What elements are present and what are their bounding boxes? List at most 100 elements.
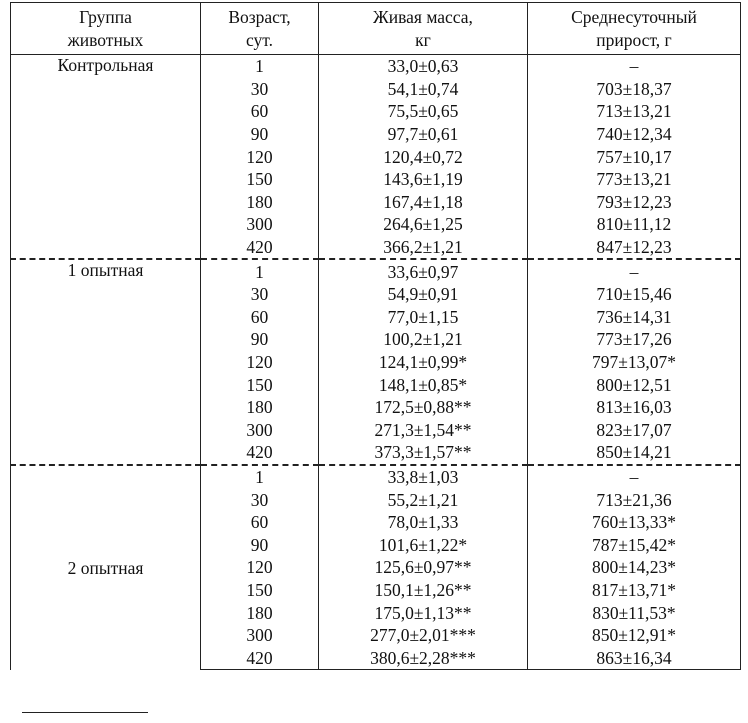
table-row: 30 54,1±0,74 703±18,37	[11, 77, 741, 101]
footnote-separator	[22, 712, 148, 713]
age-cell: 300	[200, 213, 319, 236]
table-row: 180 172,5±0,88** 813±16,03	[11, 395, 741, 419]
live-weight-cell: 78,0±1,33	[318, 510, 528, 534]
header-group-line2: животных	[67, 29, 144, 50]
group-name-cell: Контрольная	[10, 54, 201, 260]
table-header: Группа животных Возраст, сут. Живая масс…	[10, 2, 741, 55]
daily-gain-cell: 813±16,03	[527, 395, 741, 419]
live-weight-cell: 380,6±2,28***	[318, 646, 528, 671]
age-cell: 1	[200, 463, 319, 489]
age-cell: 420	[200, 646, 319, 671]
weight-gain-table: Группа животных Возраст, сут. Живая масс…	[10, 2, 741, 671]
header-live-weight-line1: Живая масса,	[373, 6, 473, 27]
age-cell: 150	[200, 167, 319, 191]
daily-gain-cell: 757±10,17	[527, 145, 741, 168]
live-weight-cell: 120,4±0,72	[318, 145, 528, 168]
header-age-line1: Возраст,	[228, 6, 291, 27]
daily-gain-cell: 773±17,26	[527, 328, 741, 351]
table-row: 180 175,0±1,13** 830±11,53*	[11, 601, 741, 624]
daily-gain-cell: 850±12,91*	[527, 623, 741, 647]
daily-gain-cell: 847±12,23	[527, 235, 741, 260]
live-weight-cell: 77,0±1,15	[318, 305, 528, 329]
daily-gain-cell: 850±14,21	[527, 441, 741, 465]
header-group-line1: Группа	[79, 6, 132, 27]
table-body: Контрольная 1 33,0±0,63–30 54,1±0,74 703±18,…	[10, 53, 741, 671]
header-group: Группа животных	[10, 2, 201, 55]
live-weight-cell: 55,2±1,21	[318, 488, 528, 511]
age-cell: 120	[200, 145, 319, 168]
age-cell: 60	[200, 100, 319, 123]
age-cell: 90	[200, 328, 319, 351]
table-row: 1 опытная 1 33,6±0,97–	[10, 258, 741, 465]
table-row: 30 54,9±0,91 710±15,46	[11, 282, 741, 306]
live-weight-cell: 101,6±1,22*	[318, 533, 528, 557]
daily-gain-cell: –	[527, 258, 741, 283]
live-weight-cell: 97,7±0,61	[318, 122, 528, 146]
daily-gain-cell: 793±12,23	[527, 190, 741, 214]
header-live-weight: Живая масса, кг	[318, 2, 528, 55]
live-weight-cell: 75,5±0,65	[318, 100, 528, 123]
age-cell: 90	[200, 533, 319, 557]
table-row: Контрольная 1 33,0±0,63–	[10, 53, 741, 260]
group-name-cell: 1 опытная	[10, 258, 201, 465]
live-weight-cell: 172,5±0,88**	[318, 395, 528, 419]
header-row: Группа животных Возраст, сут. Живая масс…	[10, 2, 741, 55]
live-weight-cell: 54,9±0,91	[318, 282, 528, 306]
table-row: 90 97,7±0,61 740±12,34	[11, 122, 741, 146]
table-row: 300 277,0±2,01*** 850±12,91*	[11, 623, 741, 647]
table-row: 120 125,6±0,97** 800±14,23*	[11, 556, 741, 579]
table-row: 2 опытная 1 33,8±1,03–	[10, 463, 741, 670]
live-weight-cell: 373,3±1,57**	[318, 441, 528, 465]
age-cell: 150	[200, 578, 319, 602]
table-row: 60 75,5±0,65 713±13,21	[11, 100, 741, 123]
age-cell: 90	[200, 122, 319, 146]
table-row: 120 124,1±0,99* 797±13,07*	[11, 350, 741, 374]
header-live-weight-line2: кг	[415, 29, 431, 50]
live-weight-cell: 33,0±0,63	[318, 53, 528, 78]
header-age: Возраст, сут.	[200, 2, 319, 55]
live-weight-cell: 100,2±1,21	[318, 328, 528, 351]
daily-gain-cell: –	[527, 463, 741, 489]
table-row: 420 380,6±2,28*** 863±16,34	[11, 646, 741, 671]
live-weight-cell: 124,1±0,99*	[318, 350, 528, 374]
daily-gain-cell: 787±15,42*	[527, 533, 741, 557]
header-daily-gain-line2: прирост, г	[596, 29, 672, 50]
daily-gain-cell: 800±14,23*	[527, 556, 741, 579]
daily-gain-cell: 736±14,31	[527, 305, 741, 329]
live-weight-cell: 148,1±0,85*	[318, 373, 528, 396]
header-daily-gain-line1: Среднесуточный	[571, 6, 697, 27]
daily-gain-cell: 760±13,33*	[527, 510, 741, 534]
group-name-cell: 2 опытная	[10, 463, 201, 670]
daily-gain-cell: 773±13,21	[527, 167, 741, 191]
header-daily-gain: Среднесуточный прирост, г	[527, 2, 741, 55]
live-weight-cell: 125,6±0,97**	[318, 556, 528, 579]
live-weight-cell: 143,6±1,19	[318, 167, 528, 191]
table-row: 90 100,2±1,21 773±17,26	[11, 328, 741, 351]
live-weight-cell: 33,8±1,03	[318, 463, 528, 489]
daily-gain-cell: –	[527, 53, 741, 78]
daily-gain-cell: 810±11,12	[527, 213, 741, 236]
table-row: 300 271,3±1,54** 823±17,07	[11, 418, 741, 442]
daily-gain-cell: 703±18,37	[527, 77, 741, 101]
daily-gain-cell: 863±16,34	[527, 646, 741, 671]
daily-gain-cell: 797±13,07*	[527, 350, 741, 374]
live-weight-cell: 54,1±0,74	[318, 77, 528, 101]
age-cell: 60	[200, 510, 319, 534]
age-cell: 300	[200, 623, 319, 647]
table-row: 300 264,6±1,25 810±11,12	[11, 213, 741, 236]
table-row: 60 77,0±1,15 736±14,31	[11, 305, 741, 329]
live-weight-cell: 167,4±1,18	[318, 190, 528, 214]
daily-gain-cell: 710±15,46	[527, 282, 741, 306]
daily-gain-cell: 830±11,53*	[527, 601, 741, 624]
daily-gain-cell: 740±12,34	[527, 122, 741, 146]
live-weight-cell: 33,6±0,97	[318, 258, 528, 283]
age-cell: 180	[200, 601, 319, 624]
table-row: 180 167,4±1,18 793±12,23	[11, 190, 741, 214]
header-age-line2: сут.	[246, 29, 273, 50]
age-cell: 1	[200, 53, 319, 78]
age-cell: 420	[200, 235, 319, 260]
daily-gain-cell: 800±12,51	[527, 373, 741, 396]
table-row: 150 143,6±1,19 773±13,21	[11, 167, 741, 191]
table-row: 150 150,1±1,26** 817±13,71*	[11, 578, 741, 602]
table-row: 150 148,1±0,85* 800±12,51	[11, 373, 741, 396]
